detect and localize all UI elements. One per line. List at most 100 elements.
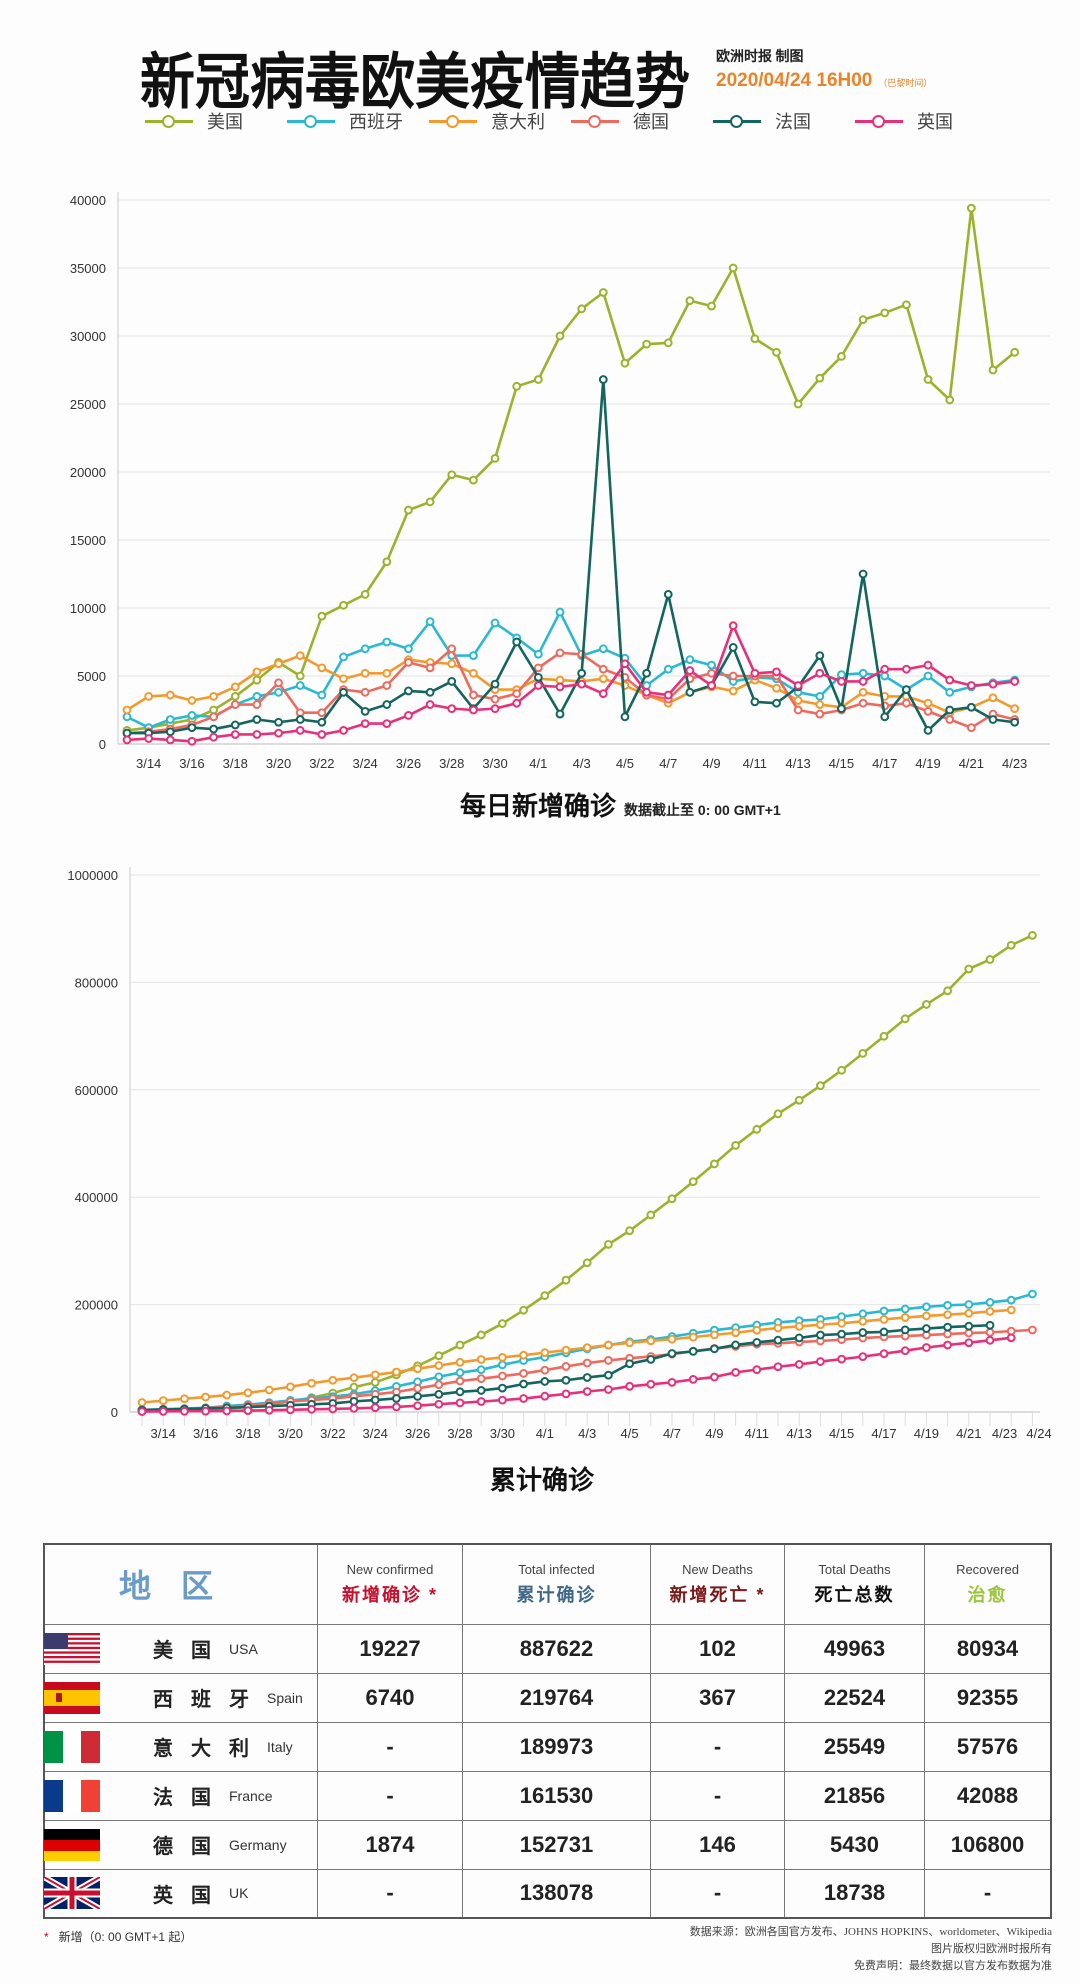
data-point bbox=[209, 732, 219, 742]
y-tick-label: 0 bbox=[99, 737, 106, 752]
legend-marker-icon bbox=[855, 114, 903, 128]
data-point bbox=[793, 696, 803, 705]
data-point bbox=[425, 687, 435, 697]
country-cn: 意大利 bbox=[153, 1738, 267, 1760]
data-point bbox=[498, 1352, 507, 1362]
data-point bbox=[360, 590, 370, 599]
legend-item: 英国 bbox=[855, 108, 997, 134]
update-time: 2020/04/24 16H00 （巴黎时间） bbox=[716, 70, 932, 92]
data-point bbox=[966, 203, 976, 213]
data-point bbox=[815, 668, 825, 678]
data-point bbox=[858, 1328, 868, 1337]
data-point bbox=[476, 1330, 486, 1340]
x-tick-label: 4/1 bbox=[536, 1426, 554, 1441]
data-point bbox=[816, 1357, 825, 1366]
data-point bbox=[370, 1377, 380, 1387]
x-tick-label: 4/9 bbox=[705, 1426, 723, 1441]
x-tick-label: 4/21 bbox=[959, 756, 984, 771]
data-point bbox=[1006, 1305, 1016, 1315]
data-point bbox=[604, 1385, 613, 1394]
data-point bbox=[252, 715, 262, 724]
data-point bbox=[404, 658, 413, 667]
daily-new-cases-chart: 0 5000 10000 15000 20000 25000 30000 35000 40000… bbox=[70, 192, 1050, 771]
data-point bbox=[382, 637, 392, 647]
data-point bbox=[879, 1349, 889, 1359]
table-cell: 49963 bbox=[784, 1623, 925, 1674]
data-point bbox=[274, 728, 283, 738]
table-cell: 1874 bbox=[317, 1819, 463, 1870]
data-point bbox=[598, 674, 608, 684]
series-3 bbox=[122, 644, 1020, 738]
data-point bbox=[858, 569, 868, 579]
data-point bbox=[773, 1109, 783, 1119]
y-tick-label: 40000 bbox=[70, 193, 106, 208]
data-point bbox=[434, 1399, 444, 1409]
data-point bbox=[370, 1403, 380, 1413]
data-point bbox=[710, 1344, 719, 1354]
data-point bbox=[339, 726, 348, 735]
y-tick-label: 0 bbox=[111, 1405, 118, 1420]
table-row: 法国 France -161530-21856 42088 bbox=[43, 1770, 1052, 1821]
x-tick-label: 3/16 bbox=[179, 756, 204, 771]
x-tick-label: 3/18 bbox=[235, 1426, 260, 1441]
data-point bbox=[685, 687, 695, 697]
table-cell: 92355 bbox=[924, 1672, 1052, 1723]
data-point bbox=[964, 964, 974, 974]
data-point bbox=[752, 1337, 762, 1347]
data-point bbox=[498, 1383, 507, 1393]
legend-marker-icon bbox=[429, 114, 477, 128]
data-point bbox=[533, 663, 543, 673]
data-point bbox=[455, 1387, 465, 1397]
data-point bbox=[773, 1335, 783, 1345]
region-cell: 英国 UK bbox=[43, 1868, 318, 1919]
table-cell: 19227 bbox=[317, 1623, 463, 1674]
data-point bbox=[728, 621, 738, 631]
data-point bbox=[880, 308, 890, 318]
data-point bbox=[498, 1395, 507, 1405]
col-header: New Deaths 新增死亡 * bbox=[650, 1543, 785, 1625]
data-point bbox=[858, 1352, 868, 1362]
disclaimer: 免费声明：最终数据以官方发布数据为准 bbox=[854, 1960, 1052, 1972]
x-tick-label: 4/17 bbox=[871, 1426, 896, 1441]
data-point bbox=[230, 682, 240, 692]
chart1-title: 每日新增确诊 bbox=[460, 792, 617, 822]
x-tick-label: 4/17 bbox=[872, 756, 897, 771]
data-point bbox=[455, 1357, 465, 1367]
data-point bbox=[858, 677, 868, 686]
data-point bbox=[880, 712, 890, 722]
x-tick-label: 4/19 bbox=[914, 1426, 939, 1441]
date-note: （巴黎时间） bbox=[878, 78, 933, 88]
data-point bbox=[476, 1365, 486, 1375]
data-point bbox=[923, 660, 933, 670]
data-point bbox=[349, 1373, 359, 1383]
data-point bbox=[837, 704, 846, 714]
data-point bbox=[1028, 1325, 1037, 1335]
data-point bbox=[512, 637, 522, 647]
data-point bbox=[555, 331, 565, 341]
data-point bbox=[943, 1300, 952, 1310]
data-point bbox=[533, 649, 543, 659]
series-5 bbox=[122, 621, 1020, 746]
data-point bbox=[794, 1333, 804, 1343]
data-point bbox=[455, 1376, 465, 1386]
data-point bbox=[187, 736, 197, 746]
x-tick-label: 4/3 bbox=[578, 1426, 596, 1441]
data-point bbox=[490, 704, 500, 714]
data-point bbox=[274, 687, 283, 697]
data-point bbox=[540, 1365, 550, 1375]
data-point bbox=[158, 1407, 168, 1416]
data-point bbox=[772, 683, 781, 693]
x-tick-label: 4/9 bbox=[703, 756, 721, 771]
data-point bbox=[577, 668, 587, 678]
data-point bbox=[413, 1364, 423, 1374]
table-cell: 189973 bbox=[462, 1721, 651, 1772]
data-point bbox=[964, 1338, 974, 1348]
y-tick-label: 800000 bbox=[75, 975, 118, 990]
data-point bbox=[710, 1330, 719, 1340]
data-point bbox=[498, 1371, 507, 1381]
data-point bbox=[382, 719, 392, 728]
data-point bbox=[1010, 347, 1020, 357]
x-tick-label: 3/20 bbox=[278, 1426, 303, 1441]
data-point bbox=[317, 708, 327, 718]
stats-table: 地区 New confirmed 新增确诊 * Total infected 累计确… bbox=[43, 1543, 1052, 1919]
